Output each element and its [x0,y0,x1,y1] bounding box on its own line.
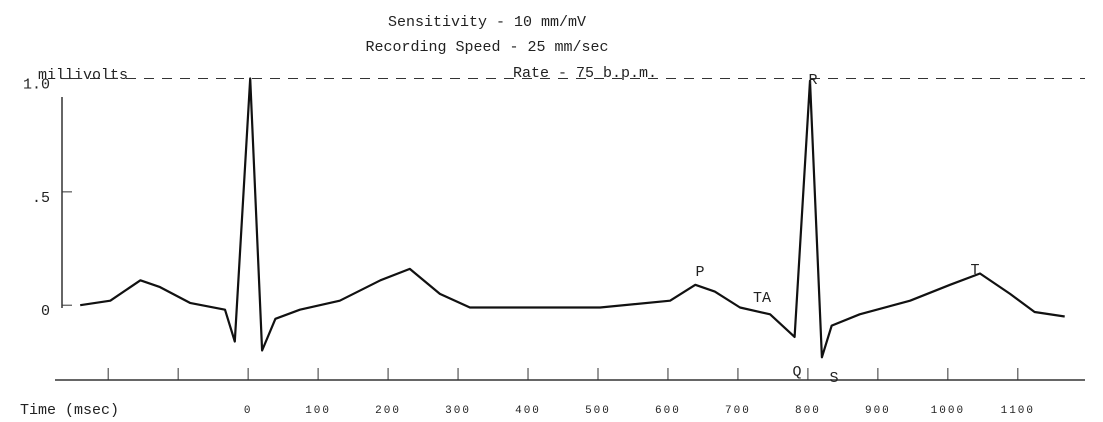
annotation: P [695,264,704,281]
ecg-trace [80,79,1064,358]
annotation: S [829,370,838,387]
chart-title: Sensitivity - 10 mm/mV [388,14,586,31]
x-tick-label: 800 [795,405,821,417]
y-tick-label: .5 [32,190,50,207]
x-tick-label: 1000 [931,405,965,417]
x-tick-label: 600 [655,405,681,417]
y-tick-label: 0 [41,303,50,320]
x-tick-label: 0 [244,405,253,417]
y-tick-label: 1.0 [23,77,50,94]
rate-label: Rate - 75 b.p.m. [513,65,657,82]
chart-subtitle: Recording Speed - 25 mm/sec [365,39,608,56]
annotation: TA [753,290,771,307]
x-tick-label: 200 [375,405,401,417]
annotation: T [970,262,979,279]
annotation: R [808,72,817,89]
x-tick-label: 100 [305,405,331,417]
x-tick-label: 300 [445,405,471,417]
chart: Sensitivity - 10 mm/mV Recording Speed -… [0,0,1103,422]
annotation: Q [792,364,801,381]
x-tick-label: 700 [725,405,751,417]
x-tick-label: 1100 [1001,405,1035,417]
x-tick-label: 400 [515,405,541,417]
x-tick-label: 900 [865,405,891,417]
x-axis-label: Time (msec) [20,402,119,419]
x-tick-label: 500 [585,405,611,417]
y-axis-label: millivolts [38,67,128,84]
